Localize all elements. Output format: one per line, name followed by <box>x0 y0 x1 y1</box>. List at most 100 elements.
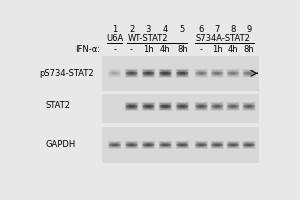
FancyBboxPatch shape <box>213 142 222 147</box>
FancyBboxPatch shape <box>176 141 188 148</box>
FancyBboxPatch shape <box>227 69 239 77</box>
FancyBboxPatch shape <box>181 72 184 74</box>
FancyBboxPatch shape <box>198 104 204 108</box>
FancyBboxPatch shape <box>244 142 254 147</box>
FancyBboxPatch shape <box>200 144 203 146</box>
FancyBboxPatch shape <box>231 144 235 146</box>
FancyBboxPatch shape <box>228 142 238 148</box>
Text: 2: 2 <box>129 25 134 34</box>
Text: S734A-STAT2: S734A-STAT2 <box>195 34 250 43</box>
FancyBboxPatch shape <box>198 71 204 75</box>
FancyBboxPatch shape <box>231 72 235 75</box>
Text: 3: 3 <box>146 25 151 34</box>
FancyBboxPatch shape <box>145 71 152 76</box>
FancyBboxPatch shape <box>160 142 171 148</box>
FancyBboxPatch shape <box>245 71 253 76</box>
FancyBboxPatch shape <box>198 143 204 147</box>
FancyBboxPatch shape <box>179 71 185 75</box>
FancyBboxPatch shape <box>247 105 250 107</box>
FancyBboxPatch shape <box>196 70 207 77</box>
Text: -: - <box>130 45 133 54</box>
FancyBboxPatch shape <box>245 104 253 109</box>
FancyBboxPatch shape <box>128 104 135 109</box>
FancyBboxPatch shape <box>215 144 219 146</box>
FancyBboxPatch shape <box>181 144 184 146</box>
FancyBboxPatch shape <box>200 105 203 107</box>
FancyBboxPatch shape <box>227 102 239 110</box>
FancyBboxPatch shape <box>162 104 168 108</box>
FancyBboxPatch shape <box>199 144 204 146</box>
FancyBboxPatch shape <box>195 69 207 77</box>
FancyBboxPatch shape <box>232 72 235 74</box>
Text: U6A: U6A <box>106 34 123 43</box>
FancyBboxPatch shape <box>246 143 252 147</box>
FancyBboxPatch shape <box>247 72 251 75</box>
FancyBboxPatch shape <box>212 103 222 110</box>
FancyBboxPatch shape <box>197 142 206 147</box>
FancyBboxPatch shape <box>214 104 220 108</box>
Bar <box>102 127 260 163</box>
FancyBboxPatch shape <box>109 144 120 146</box>
FancyBboxPatch shape <box>227 105 239 108</box>
FancyBboxPatch shape <box>242 141 256 149</box>
FancyBboxPatch shape <box>128 71 135 76</box>
FancyBboxPatch shape <box>143 142 154 148</box>
FancyBboxPatch shape <box>176 72 188 74</box>
FancyBboxPatch shape <box>125 102 138 110</box>
FancyBboxPatch shape <box>144 142 153 147</box>
FancyBboxPatch shape <box>210 102 224 111</box>
FancyBboxPatch shape <box>146 144 151 146</box>
FancyBboxPatch shape <box>142 141 154 148</box>
FancyBboxPatch shape <box>164 105 167 107</box>
FancyBboxPatch shape <box>215 72 219 75</box>
FancyBboxPatch shape <box>246 104 252 108</box>
Text: 4h: 4h <box>228 45 238 54</box>
FancyBboxPatch shape <box>163 144 168 146</box>
FancyBboxPatch shape <box>213 103 222 109</box>
FancyBboxPatch shape <box>162 143 168 147</box>
FancyBboxPatch shape <box>199 72 204 75</box>
FancyBboxPatch shape <box>213 71 221 76</box>
FancyBboxPatch shape <box>212 72 223 74</box>
FancyBboxPatch shape <box>147 72 150 74</box>
FancyBboxPatch shape <box>128 104 135 108</box>
FancyBboxPatch shape <box>180 105 184 108</box>
FancyBboxPatch shape <box>177 103 188 110</box>
FancyBboxPatch shape <box>127 70 136 76</box>
FancyBboxPatch shape <box>109 72 120 74</box>
FancyBboxPatch shape <box>164 144 167 146</box>
FancyBboxPatch shape <box>212 144 223 146</box>
FancyBboxPatch shape <box>160 103 171 110</box>
FancyBboxPatch shape <box>181 105 184 107</box>
FancyBboxPatch shape <box>176 102 189 111</box>
FancyBboxPatch shape <box>110 142 120 148</box>
FancyBboxPatch shape <box>143 103 154 110</box>
FancyBboxPatch shape <box>212 70 222 77</box>
FancyBboxPatch shape <box>243 69 255 77</box>
FancyBboxPatch shape <box>243 72 255 74</box>
FancyBboxPatch shape <box>146 104 152 108</box>
FancyBboxPatch shape <box>242 102 256 111</box>
FancyBboxPatch shape <box>212 142 222 148</box>
FancyBboxPatch shape <box>125 102 138 111</box>
FancyBboxPatch shape <box>180 144 184 146</box>
FancyBboxPatch shape <box>125 69 138 77</box>
FancyBboxPatch shape <box>229 70 238 76</box>
FancyBboxPatch shape <box>145 104 152 109</box>
FancyBboxPatch shape <box>143 144 154 146</box>
FancyBboxPatch shape <box>162 143 169 147</box>
Text: STAT2: STAT2 <box>46 101 71 110</box>
FancyBboxPatch shape <box>125 69 138 78</box>
FancyBboxPatch shape <box>229 143 237 147</box>
FancyBboxPatch shape <box>143 105 154 108</box>
FancyBboxPatch shape <box>197 143 205 147</box>
FancyBboxPatch shape <box>197 104 205 109</box>
FancyBboxPatch shape <box>211 69 223 77</box>
Bar <box>102 94 260 123</box>
Text: 7: 7 <box>214 25 220 34</box>
FancyBboxPatch shape <box>197 71 205 76</box>
FancyBboxPatch shape <box>159 102 172 111</box>
FancyBboxPatch shape <box>229 104 237 109</box>
FancyBboxPatch shape <box>194 102 208 111</box>
FancyBboxPatch shape <box>178 103 187 109</box>
